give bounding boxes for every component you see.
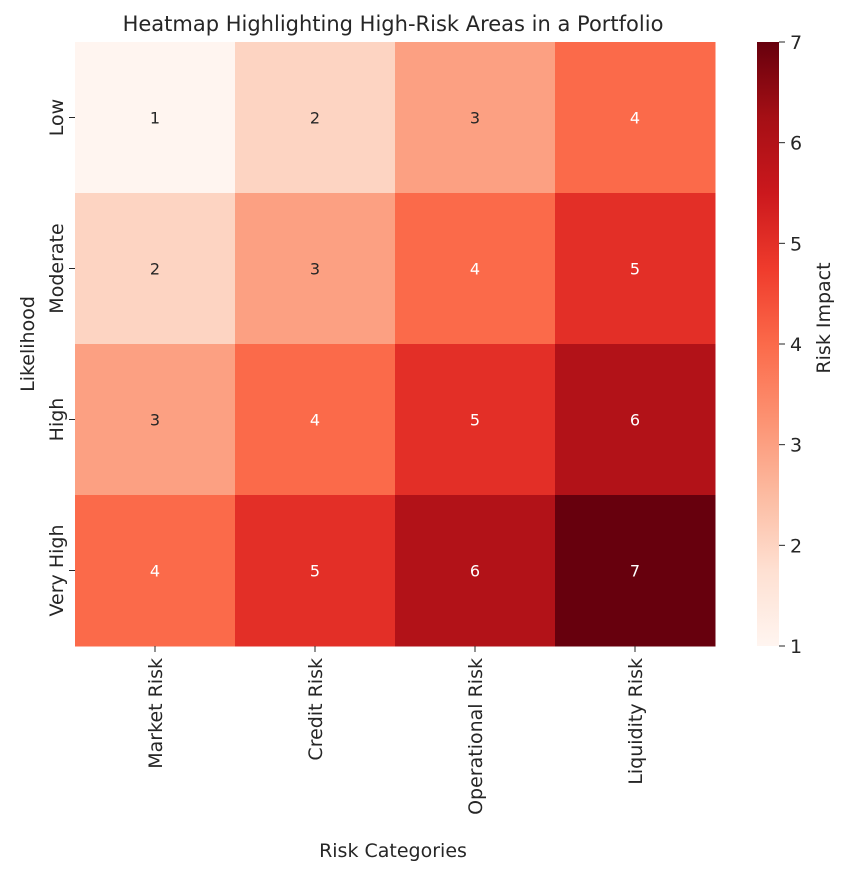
- colorbar-tick-label: 4: [790, 334, 802, 356]
- heatmap-cell: [555, 193, 716, 345]
- heatmap-cell: [235, 193, 396, 345]
- heatmap-cell: [235, 42, 396, 194]
- x-axis-ticks: Market Risk Credit Risk Operational Risk Li…: [145, 646, 647, 815]
- heatmap-cell: [395, 193, 556, 345]
- heatmap-cells: 1 2 3 4 2 3 4 5 3 4 5 6 4 5 6 7: [75, 42, 716, 647]
- colorbar-tick-label: 2: [790, 535, 802, 557]
- cell-value-label: 1: [150, 109, 160, 128]
- x-axis-label: Risk Categories: [319, 840, 467, 862]
- cell-value-label: 2: [150, 260, 160, 279]
- y-axis-ticks: Low Moderate High Very High: [46, 99, 75, 617]
- cell-value-label: 6: [630, 411, 640, 430]
- y-tick-label: Moderate: [46, 223, 68, 313]
- heatmap-cell: [75, 344, 236, 496]
- x-tick-label: Operational Risk: [465, 658, 487, 815]
- chart-title: Heatmap Highlighting High-Risk Areas in …: [123, 12, 664, 36]
- cell-value-label: 3: [150, 411, 160, 430]
- colorbar-tick-label: 1: [790, 636, 802, 658]
- heatmap-cell: [75, 495, 236, 647]
- heatmap-cell: [395, 495, 556, 647]
- heatmap-cell: [555, 495, 716, 647]
- colorbar-tick-label: 5: [790, 233, 802, 255]
- y-tick-label: Very High: [46, 525, 68, 617]
- heatmap-cell: [555, 344, 716, 496]
- x-tick-label: Market Risk: [145, 658, 167, 769]
- colorbar: [757, 42, 779, 646]
- heatmap-cell: [395, 42, 556, 194]
- cell-value-label: 6: [470, 562, 480, 581]
- cell-value-label: 5: [470, 411, 480, 430]
- heatmap-cell: [235, 495, 396, 647]
- heatmap-cell: [75, 42, 236, 194]
- cell-value-label: 4: [150, 562, 160, 581]
- heatmap-cell: [555, 42, 716, 194]
- y-axis-label: Likelihood: [17, 296, 39, 392]
- cell-value-label: 3: [310, 260, 320, 279]
- colorbar-label: Risk Impact: [813, 262, 835, 373]
- colorbar-tick-label: 7: [790, 32, 802, 54]
- cell-value-label: 2: [310, 109, 320, 128]
- cell-value-label: 7: [630, 562, 640, 581]
- y-tick-label: High: [46, 398, 68, 442]
- heatmap-cell: [235, 344, 396, 496]
- cell-value-label: 3: [470, 109, 480, 128]
- cell-value-label: 4: [470, 260, 480, 279]
- x-tick-label: Credit Risk: [305, 658, 327, 761]
- cell-value-label: 5: [630, 260, 640, 279]
- cell-value-label: 4: [310, 411, 320, 430]
- cell-value-label: 4: [630, 109, 640, 128]
- colorbar-ticks: 1 2 3 4 5 6 7: [779, 32, 802, 658]
- cell-value-label: 5: [310, 562, 320, 581]
- heatmap-cell: [395, 344, 556, 496]
- colorbar-tick-label: 6: [790, 133, 802, 155]
- x-tick-label: Liquidity Risk: [625, 658, 647, 785]
- y-tick-label: Low: [46, 99, 68, 136]
- colorbar-tick-label: 3: [790, 435, 802, 457]
- heatmap-cell: [75, 193, 236, 345]
